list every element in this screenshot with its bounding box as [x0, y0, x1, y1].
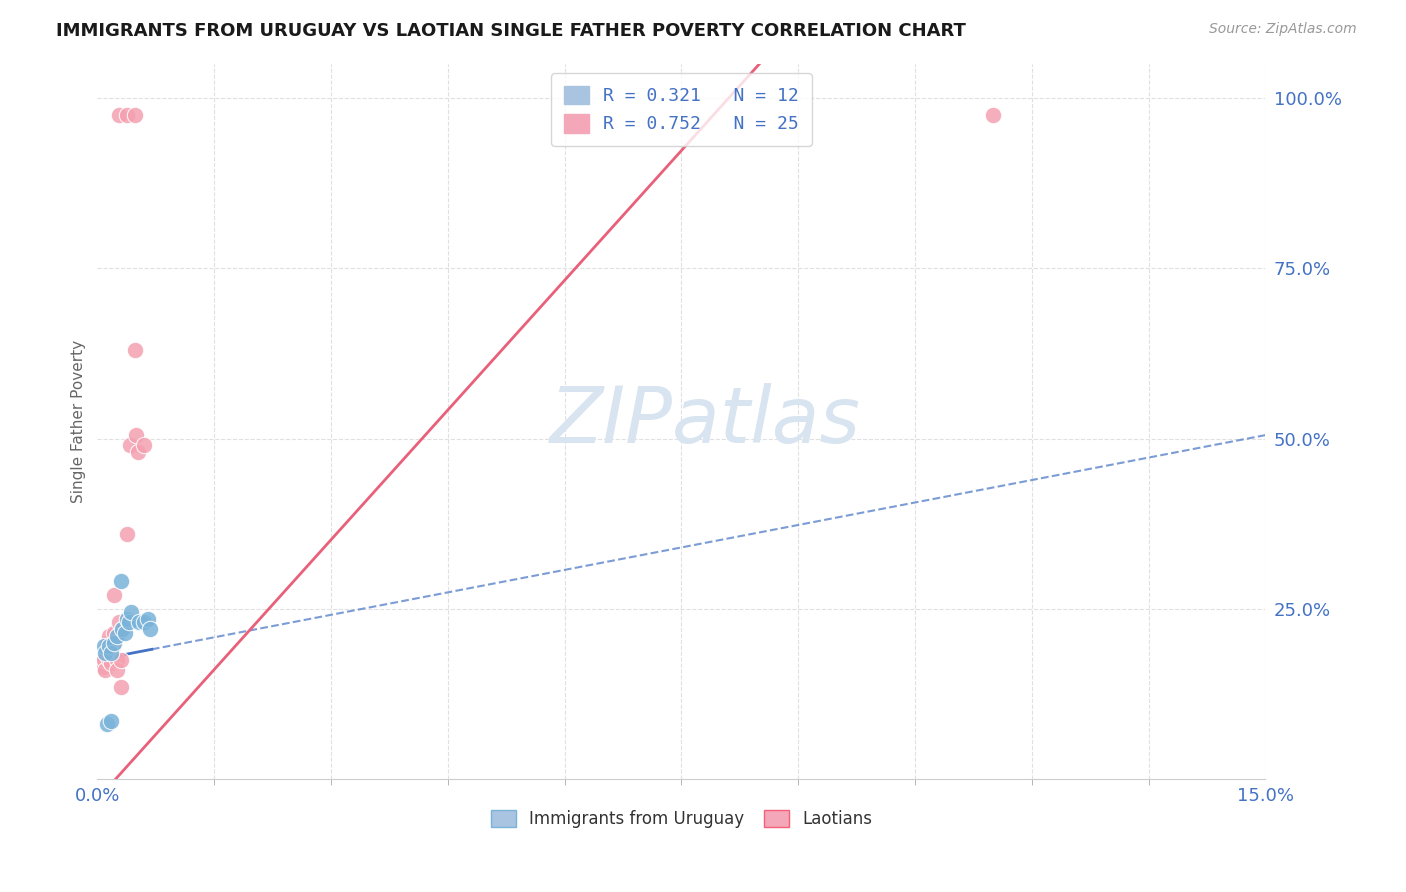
Point: [94, 646, 117, 660]
Legend: Immigrants from Uruguay, Laotians: Immigrants from Uruguay, Laotians: [484, 804, 879, 835]
Point: [91, 659, 114, 673]
Point: [90, 656, 112, 670]
Point: [93, 653, 115, 667]
Point: [98, 629, 121, 643]
Point: [115, 526, 138, 541]
Point: [98, 653, 121, 667]
Point: [96, 717, 118, 731]
Point: [98, 639, 121, 653]
Point: [108, 108, 131, 122]
Text: ZIPatlas: ZIPatlas: [550, 384, 860, 459]
Point: [124, 343, 146, 357]
Point: [103, 625, 125, 640]
Point: [100, 714, 122, 728]
Point: [139, 622, 162, 636]
Point: [110, 574, 132, 589]
Point: [115, 108, 138, 122]
Point: [114, 625, 136, 640]
Point: [100, 646, 122, 660]
Point: [125, 428, 148, 442]
Point: [105, 663, 128, 677]
Point: [105, 629, 128, 643]
Point: [103, 588, 125, 602]
Point: [115, 612, 138, 626]
Point: [981, 108, 1004, 122]
Point: [111, 622, 134, 636]
Point: [120, 605, 142, 619]
Point: [108, 615, 131, 630]
Point: [100, 656, 122, 670]
Text: IMMIGRANTS FROM URUGUAY VS LAOTIAN SINGLE FATHER POVERTY CORRELATION CHART: IMMIGRANTS FROM URUGUAY VS LAOTIAN SINGL…: [56, 22, 966, 40]
Point: [110, 653, 132, 667]
Point: [96, 636, 118, 650]
Point: [127, 445, 149, 459]
Point: [101, 639, 124, 653]
Point: [128, 615, 150, 630]
Point: [94, 663, 117, 677]
Point: [132, 615, 155, 630]
Text: Source: ZipAtlas.com: Source: ZipAtlas.com: [1209, 22, 1357, 37]
Y-axis label: Single Father Poverty: Single Father Poverty: [72, 340, 86, 503]
Point: [103, 636, 125, 650]
Point: [136, 612, 159, 626]
Point: [117, 615, 139, 630]
Point: [105, 653, 128, 667]
Point: [93, 639, 115, 653]
Point: [120, 438, 142, 452]
Point: [124, 108, 146, 122]
Point: [110, 680, 132, 694]
Point: [111, 622, 134, 636]
Point: [132, 438, 155, 452]
